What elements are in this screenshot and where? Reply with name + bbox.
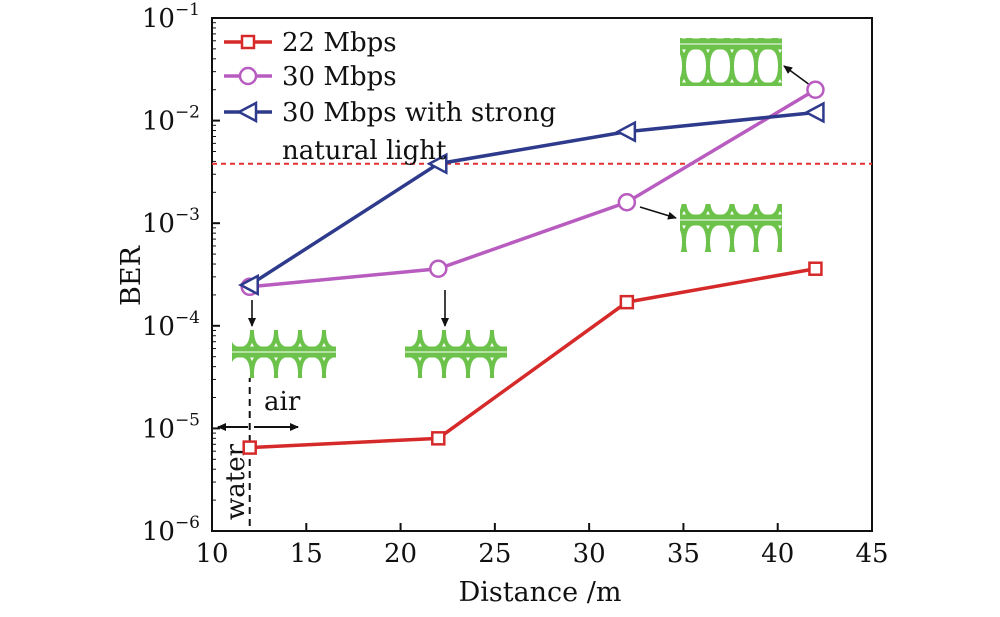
- data-point-marker: [619, 294, 635, 310]
- legend-label: 30 Mbps: [282, 62, 397, 92]
- y-tick-base: 10: [142, 312, 175, 342]
- series-line: [249, 267, 816, 450]
- y-tick-exponent: −2: [175, 103, 200, 123]
- eye-diagrams: [232, 38, 782, 378]
- legend-label: 22 Mbps: [282, 28, 397, 58]
- y-tick-base: 10: [142, 4, 175, 34]
- series-3: [238, 101, 825, 297]
- y-tick-label: 10−4: [142, 308, 200, 342]
- y-axis-title: BER: [116, 245, 147, 306]
- series-layer: [238, 80, 825, 455]
- x-axis-ticks: 10 15 20 25 30 35 40 45: [195, 523, 889, 569]
- x-tick-label: 15: [290, 539, 323, 569]
- y-tick-exponent: −4: [175, 308, 200, 328]
- series-line: [249, 88, 817, 289]
- series-line: [248, 110, 816, 287]
- x-tick-label: 20: [384, 539, 417, 569]
- data-point-marker: [429, 259, 448, 278]
- y-tick-exponent: −3: [175, 205, 200, 225]
- y-axis-ticks: 10−610−510−410−310−210−1: [142, 0, 220, 547]
- air-label: air: [264, 387, 301, 417]
- y-tick-label: 10−2: [142, 103, 200, 137]
- y-tick-label: 10−1: [142, 0, 200, 34]
- x-tick-label: 10: [195, 539, 228, 569]
- eye-diagram-22m-30mbps: [232, 330, 336, 378]
- legend-marker: [236, 100, 258, 124]
- y-tick-label: 10−5: [142, 410, 200, 444]
- data-point-marker: [426, 152, 448, 175]
- data-point-marker: [431, 431, 446, 446]
- x-tick-label: 35: [667, 539, 700, 569]
- legend-item-3: 30 Mbps with strong natural light: [224, 98, 556, 166]
- data-point-marker: [238, 273, 259, 297]
- data-point-marker: [615, 120, 637, 143]
- y-tick-label: 10−3: [142, 205, 200, 239]
- series-1: [242, 261, 823, 455]
- x-tick-label: 30: [573, 539, 606, 569]
- x-tick-label: 25: [478, 539, 511, 569]
- y-tick-exponent: −5: [175, 410, 200, 430]
- legend-marker: [238, 66, 258, 86]
- legend-item-1: 22 Mbps: [224, 28, 397, 58]
- x-tick-label: 40: [761, 539, 794, 569]
- legend-item-2: 30 Mbps: [224, 62, 397, 92]
- arrow-to-eye-32m: [639, 206, 677, 220]
- y-tick-exponent: −6: [175, 513, 200, 533]
- eye-diagram-22m: [405, 330, 507, 378]
- y-tick-base: 10: [142, 517, 175, 547]
- y-tick-base: 10: [142, 107, 175, 137]
- data-point-marker: [242, 440, 257, 455]
- y-tick-exponent: −1: [175, 0, 200, 20]
- x-tick-label: 45: [855, 539, 888, 569]
- legend-label: natural light: [282, 136, 447, 166]
- data-point-marker: [803, 101, 825, 124]
- eye-diagram-42m: [680, 38, 782, 86]
- legend-label: 30 Mbps with strong: [282, 98, 556, 128]
- data-point-marker: [806, 80, 825, 99]
- eye-diagram-32m: [680, 204, 782, 252]
- plot-frame: [211, 17, 873, 532]
- data-point-marker: [808, 261, 823, 276]
- y-tick-label: 10−6: [142, 513, 200, 547]
- x-axis-title: Distance /m: [459, 577, 622, 608]
- legend: 22 Mbps 30 Mbps 30 Mbps with strong natural…: [224, 28, 556, 166]
- y-tick-base: 10: [142, 209, 175, 239]
- legend-marker: [240, 34, 256, 50]
- y-tick-base: 10: [142, 414, 175, 444]
- data-point-marker: [617, 193, 637, 212]
- water-label: water: [221, 443, 251, 520]
